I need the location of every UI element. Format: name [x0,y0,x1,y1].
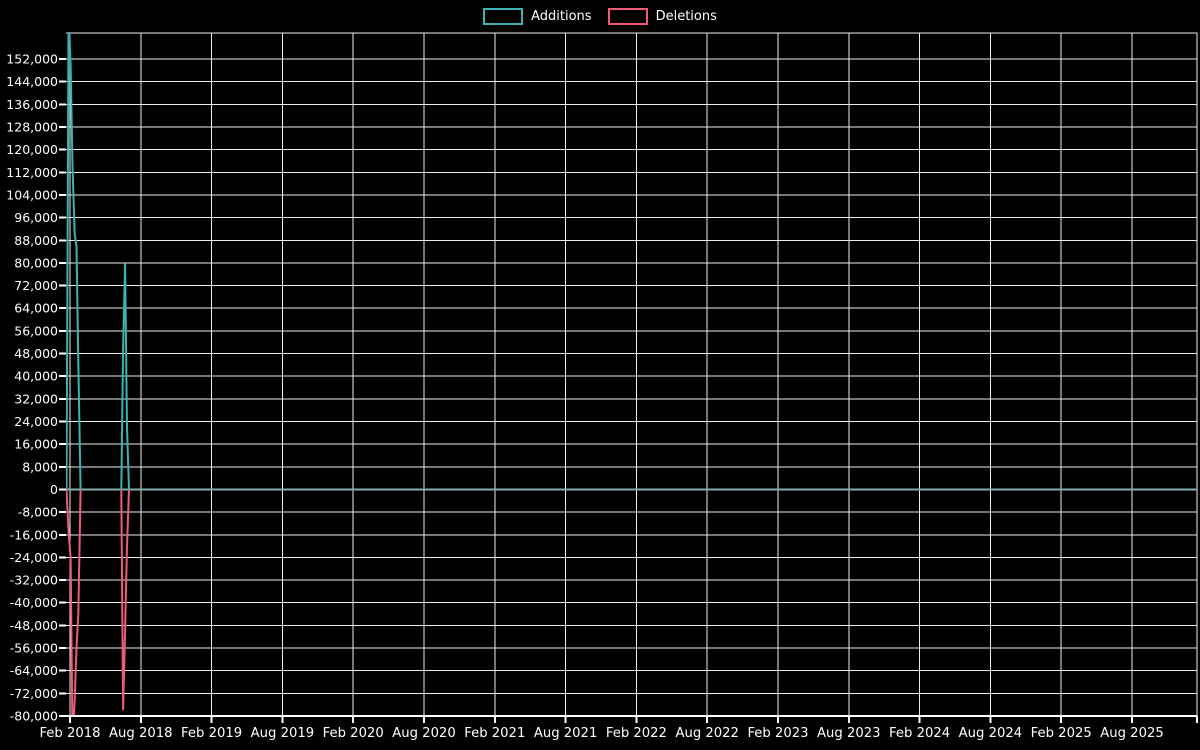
x-tick-label: Aug 2019 [251,726,315,741]
y-tick-label: -56,000 [10,641,58,656]
legend-item-additions: Additions [483,8,592,25]
additions-legend-label: Additions [531,9,592,24]
legend-item-deletions: Deletions [607,8,717,25]
x-tick-label: Aug 2024 [959,726,1023,741]
y-tick-label: 104,000 [6,187,58,202]
additions-swatch-icon [483,8,524,25]
x-tick-label: Feb 2022 [606,726,667,741]
y-tick-label: 120,000 [6,142,58,157]
y-tick-label: 16,000 [14,437,58,452]
y-tick-label: -80,000 [10,709,58,724]
y-tick-label: 96,000 [14,210,58,225]
y-tick-label: -40,000 [10,595,58,610]
y-tick-label: -48,000 [10,618,58,633]
x-tick-label: Feb 2023 [747,726,808,741]
y-tick-label: 64,000 [14,301,58,316]
y-tick-label: 40,000 [14,369,58,384]
x-tick-label: Feb 2019 [181,726,242,741]
y-tick-label: -72,000 [10,686,58,701]
y-tick-label: -8,000 [18,505,58,520]
y-tick-label: 88,000 [14,233,58,248]
y-tick-label: -32,000 [10,573,58,588]
deletions-legend-label: Deletions [655,9,717,24]
y-tick-label: 48,000 [14,346,58,361]
y-tick-label: 72,000 [14,278,58,293]
y-tick-label: 24,000 [14,414,58,429]
x-tick-label: Feb 2021 [464,726,525,741]
x-tick-label: Aug 2025 [1100,726,1164,741]
x-tick-label: Aug 2023 [817,726,881,741]
x-tick-label: Feb 2018 [39,726,100,741]
chart-legend: Additions Deletions [0,8,1200,25]
x-tick-label: Feb 2024 [889,726,950,741]
y-tick-label: 56,000 [14,323,58,338]
additions-line [66,33,130,490]
y-tick-label: 8,000 [22,459,58,474]
y-tick-label: 80,000 [14,255,58,270]
x-tick-label: Aug 2018 [109,726,173,741]
x-tick-label: Feb 2025 [1031,726,1092,741]
y-tick-label: 152,000 [6,52,58,67]
y-tick-label: 144,000 [6,74,58,89]
x-tick-label: Aug 2022 [675,726,739,741]
y-tick-label: -24,000 [10,550,58,565]
deletions-swatch-icon [607,8,648,25]
x-tick-label: Aug 2020 [392,726,456,741]
y-tick-label: -16,000 [10,527,58,542]
deletions-line [66,489,130,716]
x-tick-label: Feb 2020 [323,726,384,741]
y-tick-label: 112,000 [6,165,58,180]
y-tick-label: -64,000 [10,663,58,678]
y-tick-label: 128,000 [6,120,58,135]
y-tick-label: 32,000 [14,391,58,406]
x-tick-label: Aug 2021 [534,726,598,741]
y-tick-label: 136,000 [6,97,58,112]
y-tick-label: 0 [50,482,58,497]
